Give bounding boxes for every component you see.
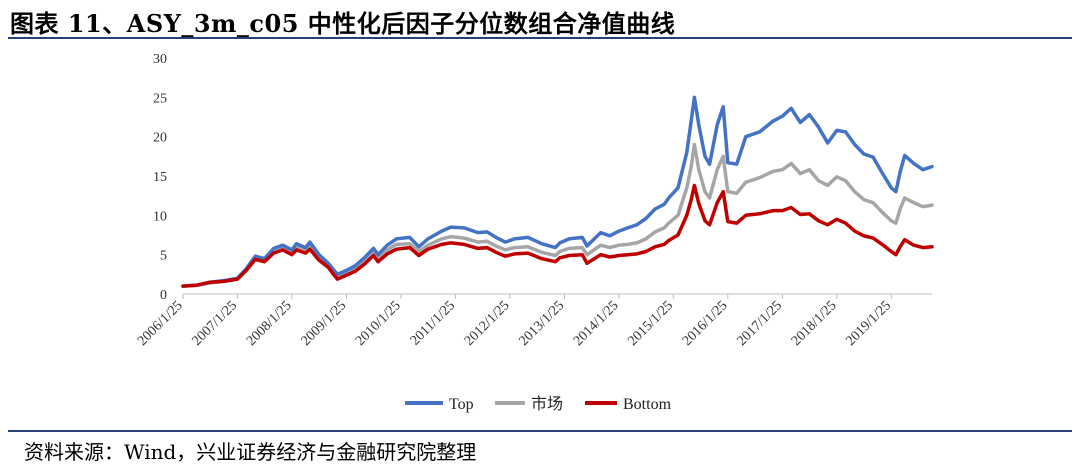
- x-tick-label: 2007/1/25: [190, 298, 241, 349]
- x-tick-label: 2017/1/25: [734, 298, 785, 349]
- legend-label: Top: [449, 396, 474, 413]
- x-tick-label: 2008/1/25: [244, 298, 295, 349]
- source-note: 资料来源：Wind，兴业证券经济与金融研究院整理: [24, 440, 477, 464]
- y-tick-label: 0: [160, 288, 167, 303]
- x-axis: 2006/1/25 2007/1/25 2008/1/25 2009/1/25 2010…: [135, 293, 932, 349]
- series-line-market: [181, 142, 934, 288]
- x-tick-label: 2014/1/25: [571, 298, 622, 349]
- y-tick-label: 15: [153, 170, 167, 185]
- x-tick-label: 2009/1/25: [299, 298, 350, 349]
- legend-label: Bottom: [623, 396, 672, 413]
- x-tick-label: 2015/1/25: [625, 298, 676, 349]
- y-tick-label: 5: [160, 249, 167, 264]
- x-tick-label: 2013/1/25: [517, 298, 568, 349]
- y-tick-label: 25: [153, 91, 167, 106]
- y-tick-label: 30: [153, 52, 167, 67]
- series-line-top: [181, 95, 934, 288]
- legend-label: 市场: [531, 395, 563, 413]
- figure-title: 图表 11、ASY_3m_c05 中性化后因子分位数组合净值曲线: [10, 9, 676, 38]
- x-tick-label: 2016/1/25: [680, 298, 731, 349]
- x-tick-label: 2019/1/25: [843, 298, 894, 349]
- x-tick-label: 2010/1/25: [353, 298, 404, 349]
- series-group: [181, 95, 934, 288]
- y-tick-label: 20: [153, 131, 167, 146]
- x-tick-label: 2011/1/25: [408, 298, 458, 348]
- legend: Top 市场 Bottom: [405, 395, 672, 413]
- x-tick-label: 2012/1/25: [462, 298, 513, 349]
- source-divider: [8, 430, 1072, 432]
- x-tick-label: 2006/1/25: [135, 298, 186, 349]
- y-axis: 0 5 10 15 20 25 30: [153, 52, 167, 303]
- y-tick-label: 10: [153, 209, 167, 224]
- x-tick-label: 2018/1/25: [789, 298, 840, 349]
- title-underline: [8, 37, 1072, 39]
- series-line-bottom: [181, 183, 934, 288]
